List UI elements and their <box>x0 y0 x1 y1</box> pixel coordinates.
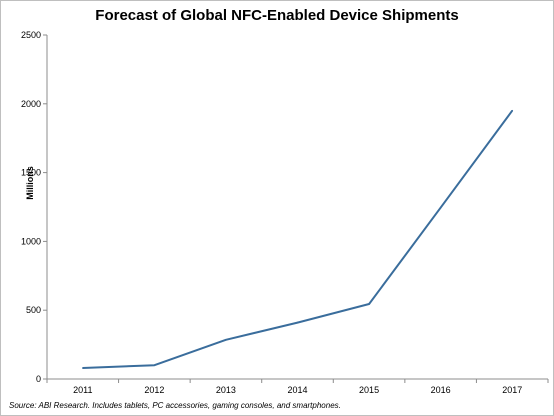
x-tick-label: 2011 <box>73 385 92 395</box>
data-point <box>368 303 370 305</box>
data-point <box>81 367 84 369</box>
y-tick-label: 2000 <box>21 99 41 109</box>
x-tick-label: 2016 <box>431 385 451 395</box>
data-point <box>296 321 299 324</box>
y-tick-label: 0 <box>36 374 41 384</box>
y-tick-label: 500 <box>26 305 41 315</box>
series-line <box>82 110 514 369</box>
y-tick-label: 1000 <box>21 236 41 246</box>
source-note: Source: ABI Research. Includes tablets, … <box>9 401 341 410</box>
data-point <box>511 109 514 112</box>
y-tick-label: 1500 <box>21 168 41 178</box>
data-point <box>225 338 227 341</box>
y-tick-label: 2500 <box>21 30 41 40</box>
x-tick-label: 2012 <box>144 385 164 395</box>
data-point <box>439 206 442 209</box>
x-tick-label: 2014 <box>287 385 307 395</box>
chart-title: Forecast of Global NFC-Enabled Device Sh… <box>95 7 459 24</box>
x-tick-label: 2017 <box>502 385 522 395</box>
data-point <box>153 364 156 367</box>
x-tick-label: 2015 <box>359 385 379 395</box>
x-tick-label: 2013 <box>216 385 236 395</box>
